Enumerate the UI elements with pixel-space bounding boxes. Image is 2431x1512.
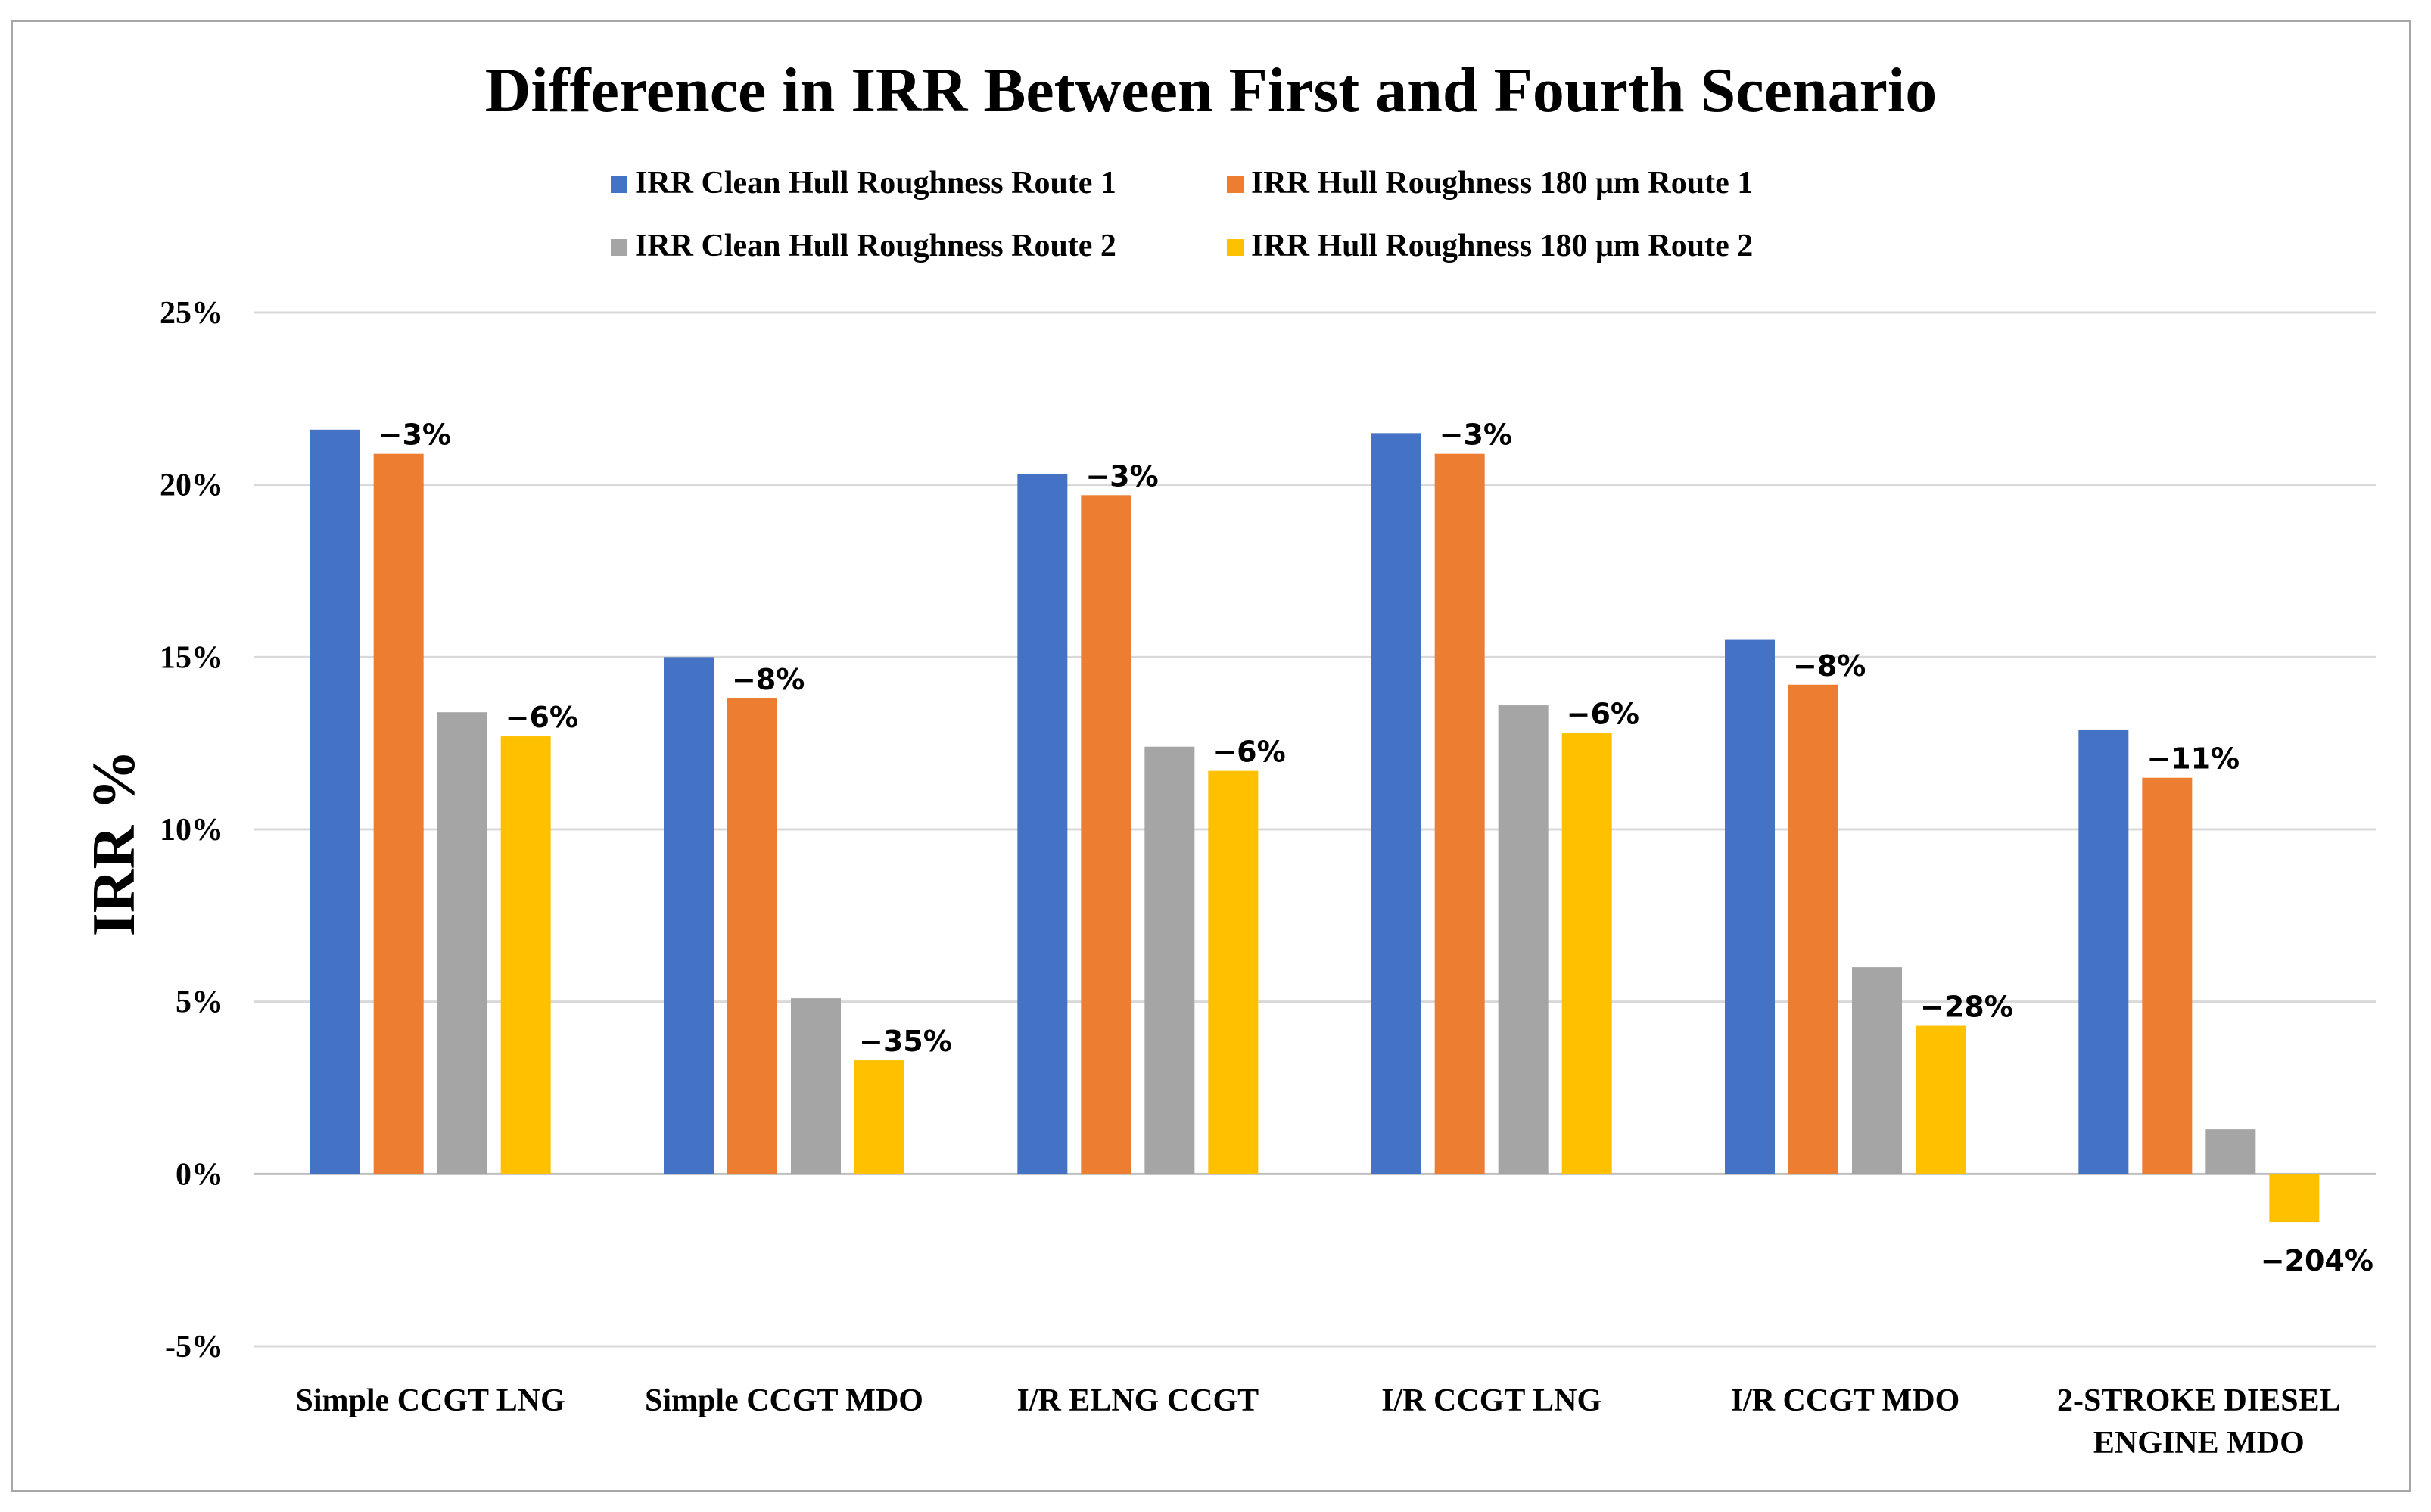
data-labels: −3% −6% −8% −35% −3% −6% −3% −6% −8% −28% −11% −204… bbox=[378, 418, 2373, 1277]
legend-label: IRR Hull Roughness 180 μm Route 2 bbox=[1251, 229, 1753, 263]
bar bbox=[2142, 777, 2193, 1174]
bar bbox=[727, 698, 777, 1174]
legend-label: IRR Clean Hull Roughness Route 1 bbox=[635, 166, 1116, 201]
bar bbox=[1788, 684, 1838, 1174]
bar bbox=[1434, 453, 1485, 1174]
legend-item: IRR Clean Hull Roughness Route 1 bbox=[611, 166, 1116, 201]
bar-chart: Difference in IRR Between First and Four… bbox=[81, 55, 2376, 1461]
bar bbox=[664, 657, 714, 1174]
bar bbox=[1081, 495, 1131, 1174]
chart-title: Difference in IRR Between First and Four… bbox=[485, 55, 1938, 126]
y-axis-ticks: 25% 20% 15% 10% 5% 0% -5% bbox=[160, 296, 223, 1364]
data-label: −6% bbox=[1212, 736, 1285, 769]
chart-frame: Difference in IRR Between First and Four… bbox=[11, 20, 2411, 1492]
data-label: −3% bbox=[1440, 418, 1512, 452]
bars bbox=[310, 429, 2320, 1223]
category-label: I/R ELNG CCGT bbox=[1016, 1383, 1259, 1418]
legend-item: IRR Clean Hull Roughness Route 2 bbox=[611, 229, 1116, 263]
data-label: −28% bbox=[1920, 991, 2013, 1024]
category-label: I/R CCGT MDO bbox=[1731, 1383, 1960, 1418]
legend-swatch bbox=[611, 239, 627, 256]
bar bbox=[373, 453, 424, 1174]
bar bbox=[1208, 770, 1259, 1174]
legend: IRR Clean Hull Roughness Route 1 IRR Hull… bbox=[611, 166, 1753, 263]
legend-swatch bbox=[611, 176, 627, 193]
y-tick-label: 10% bbox=[160, 813, 223, 848]
bar bbox=[1561, 733, 1612, 1174]
y-tick-label: 0% bbox=[176, 1157, 223, 1192]
category-label: Simple CCGT MDO bbox=[645, 1383, 923, 1418]
y-tick-label: 20% bbox=[160, 468, 223, 503]
category-label: ENGINE MDO bbox=[2093, 1426, 2305, 1461]
bar bbox=[854, 1060, 904, 1174]
bar bbox=[2269, 1174, 2320, 1223]
legend-swatch bbox=[1227, 239, 1244, 256]
y-tick-label: 15% bbox=[160, 640, 223, 675]
x-axis-categories: Simple CCGT LNG Simple CCGT MDO I/R ELNG C… bbox=[296, 1383, 2341, 1461]
y-tick-label: 5% bbox=[176, 985, 223, 1020]
data-label: −6% bbox=[1567, 698, 1639, 731]
bar bbox=[1017, 474, 1068, 1174]
bar bbox=[437, 712, 487, 1174]
bar bbox=[500, 736, 551, 1174]
bar bbox=[1498, 705, 1549, 1174]
data-label: −3% bbox=[378, 418, 451, 452]
bar bbox=[2078, 729, 2129, 1174]
bar bbox=[2205, 1129, 2256, 1174]
bar bbox=[1852, 967, 1902, 1174]
y-tick-label: -5% bbox=[165, 1330, 223, 1364]
category-label: 2-STROKE DIESEL bbox=[2057, 1383, 2341, 1418]
category-label: Simple CCGT LNG bbox=[296, 1383, 565, 1418]
bar bbox=[1371, 433, 1421, 1174]
y-axis-label: IRR % bbox=[81, 750, 148, 937]
data-label: −8% bbox=[1793, 649, 1866, 683]
bar bbox=[1916, 1025, 1966, 1174]
legend-item: IRR Hull Roughness 180 μm Route 2 bbox=[1227, 229, 1753, 263]
data-label: −204% bbox=[2261, 1244, 2373, 1277]
bar bbox=[310, 429, 360, 1174]
legend-label: IRR Hull Roughness 180 μm Route 1 bbox=[1251, 166, 1753, 201]
data-label: −6% bbox=[506, 701, 578, 734]
data-label: −3% bbox=[1085, 459, 1158, 493]
legend-swatch bbox=[1227, 176, 1244, 193]
bar bbox=[1144, 746, 1195, 1174]
category-label: I/R CCGT LNG bbox=[1381, 1383, 1601, 1418]
data-label: −35% bbox=[859, 1025, 952, 1058]
bar bbox=[1725, 639, 1775, 1174]
bar bbox=[791, 998, 841, 1174]
gridlines bbox=[254, 311, 2376, 1348]
data-label: −11% bbox=[2146, 742, 2240, 776]
y-tick-label: 25% bbox=[160, 296, 223, 331]
legend-label: IRR Clean Hull Roughness Route 2 bbox=[635, 229, 1116, 263]
data-label: −8% bbox=[732, 663, 805, 696]
legend-item: IRR Hull Roughness 180 μm Route 1 bbox=[1227, 166, 1753, 201]
